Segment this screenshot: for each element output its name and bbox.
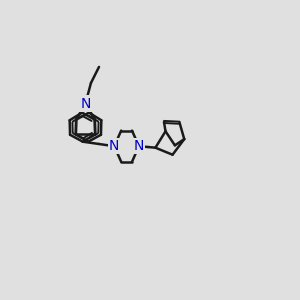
- Text: N: N: [134, 139, 144, 153]
- Text: N: N: [80, 97, 91, 110]
- Text: N: N: [109, 139, 119, 153]
